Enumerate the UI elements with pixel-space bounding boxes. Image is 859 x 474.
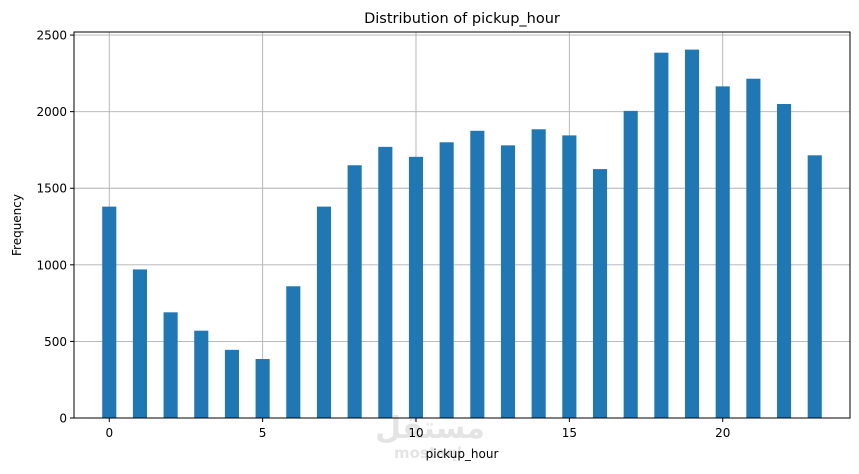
x-tick-label: 20 bbox=[715, 426, 730, 440]
bar bbox=[562, 135, 577, 418]
x-tick-label: 5 bbox=[259, 426, 267, 440]
bar bbox=[592, 169, 608, 418]
bar bbox=[531, 129, 546, 418]
bar bbox=[132, 269, 147, 418]
bar bbox=[439, 142, 454, 419]
bar bbox=[807, 155, 822, 419]
bar bbox=[255, 359, 270, 418]
bar bbox=[378, 146, 393, 418]
x-tick-label: 0 bbox=[105, 426, 113, 440]
bar bbox=[500, 145, 516, 418]
y-tick-label: 1500 bbox=[36, 182, 67, 196]
bar bbox=[224, 349, 240, 418]
y-tick-label: 2000 bbox=[36, 105, 67, 119]
y-tick-label: 1000 bbox=[36, 258, 67, 272]
y-tick-label: 2500 bbox=[36, 29, 67, 43]
plot-frame bbox=[73, 31, 851, 419]
watermark: مستقل mostaql bbox=[375, 411, 485, 462]
bar bbox=[684, 49, 700, 418]
bar bbox=[746, 78, 761, 418]
bar bbox=[408, 156, 424, 419]
bar-layer bbox=[102, 49, 822, 419]
bar bbox=[715, 86, 730, 418]
y-axis-label: Frequency bbox=[10, 194, 24, 256]
bar bbox=[654, 52, 669, 419]
watermark-text: mostaql bbox=[394, 444, 462, 462]
bar bbox=[102, 206, 117, 418]
bar bbox=[194, 330, 209, 418]
bar bbox=[316, 206, 332, 418]
bar bbox=[347, 165, 362, 418]
x-tick-label: 10 bbox=[408, 426, 423, 440]
chart-title: Distribution of pickup_hour bbox=[364, 11, 560, 27]
bar bbox=[470, 130, 485, 419]
bar bbox=[286, 286, 301, 418]
bar bbox=[163, 312, 178, 418]
x-tick-label: 15 bbox=[562, 426, 577, 440]
bar bbox=[777, 103, 792, 418]
tick-layer: 0 5 10 15 20 0 500 1000 1500 2000 2500 bbox=[36, 29, 730, 440]
bar bbox=[623, 110, 638, 418]
x-axis-label: pickup_hour bbox=[426, 447, 499, 461]
svg-text:مستقل: مستقل bbox=[375, 411, 485, 446]
y-tick-label: 0 bbox=[59, 412, 67, 426]
y-tick-label: 500 bbox=[44, 335, 67, 349]
